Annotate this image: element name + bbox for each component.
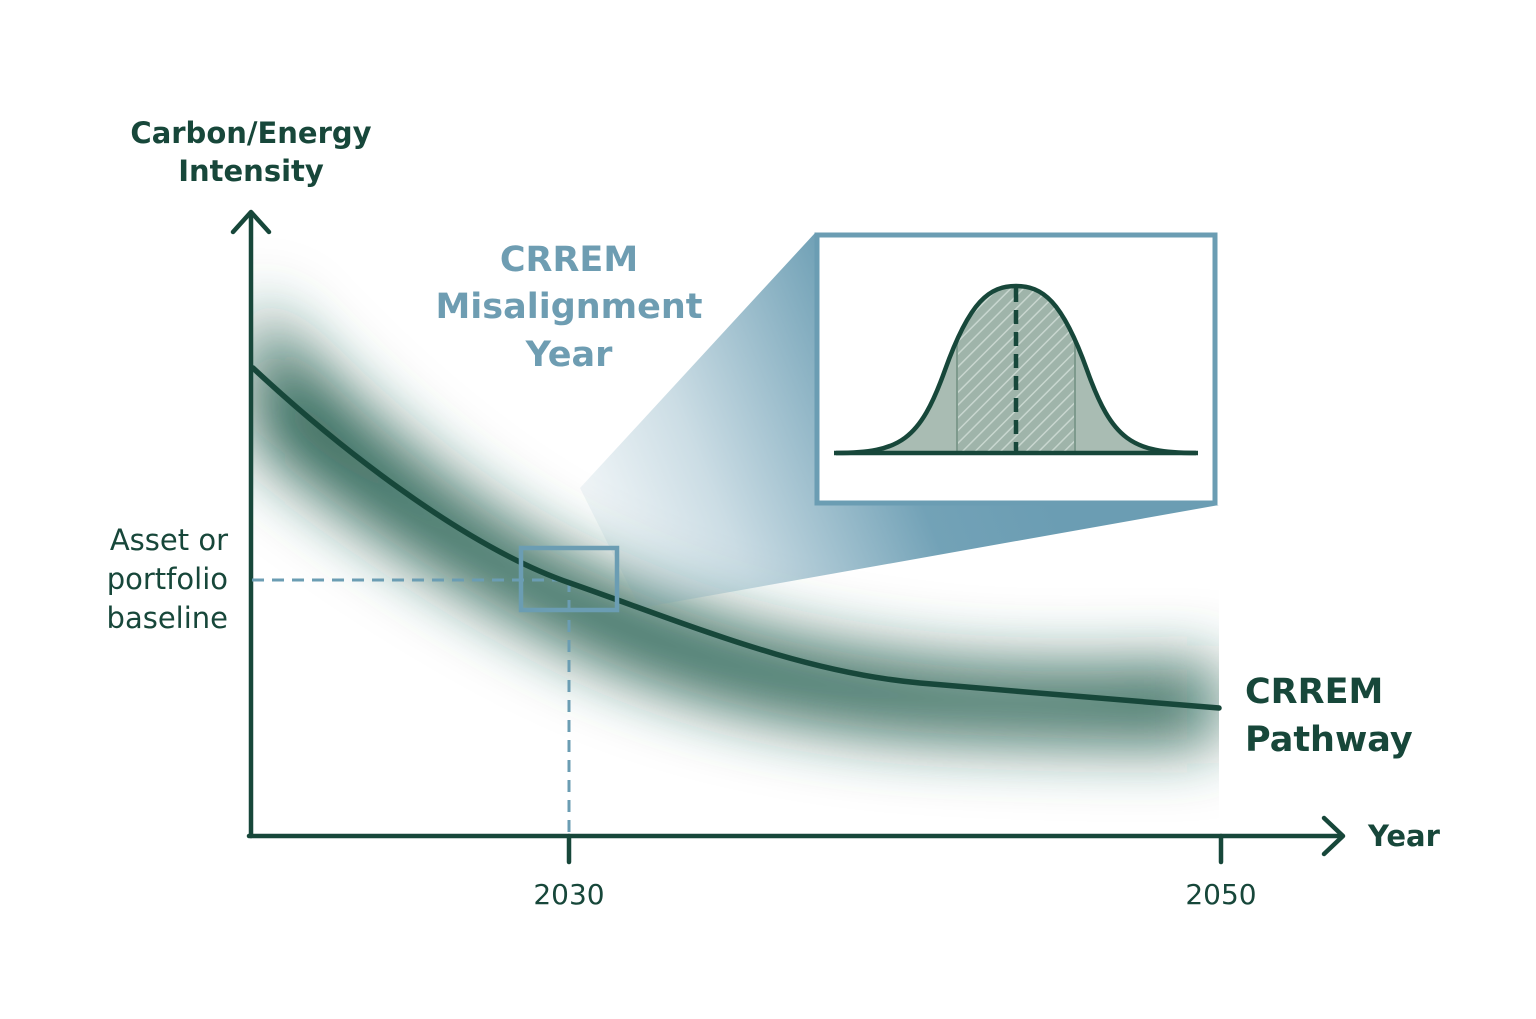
misalignment-title-line3: Year xyxy=(525,335,613,375)
x-tick-label-2050: 2050 xyxy=(1185,878,1256,911)
baseline-label: Asset or portfolio baseline xyxy=(107,523,229,635)
crrem-pathway-line xyxy=(250,365,1222,711)
y-axis-label-line2: Intensity xyxy=(178,154,324,188)
pathway-label-line2: Pathway xyxy=(1245,720,1413,760)
arrow-right-icon xyxy=(1321,815,1346,857)
pathway-label: CRREM Pathway xyxy=(1245,672,1413,760)
zoom-beam xyxy=(580,233,1219,608)
baseline-guides xyxy=(252,578,571,834)
bell-curve-outline xyxy=(835,283,1197,456)
misalignment-title-line2: Misalignment xyxy=(435,287,702,327)
x-tick-label-2030: 2030 xyxy=(533,878,604,911)
zoom-focus-box-icon xyxy=(518,545,620,613)
misalignment-title: CRREM Misalignment Year xyxy=(435,240,702,375)
baseline-label-line2: portfolio xyxy=(107,562,228,596)
pathway-label-line1: CRREM xyxy=(1245,672,1383,712)
baseline-label-line1: Asset or xyxy=(110,523,228,557)
y-axis-label: Carbon/Energy Intensity xyxy=(130,116,371,188)
axes xyxy=(230,209,1346,865)
bell-curve-distribution-icon xyxy=(814,232,1218,506)
y-axis-label-line1: Carbon/Energy xyxy=(130,116,371,150)
band-edge xyxy=(1205,600,1219,800)
x-axis-label: Year xyxy=(1367,819,1441,853)
misalignment-title-line1: CRREM xyxy=(500,240,638,280)
arrow-up-icon xyxy=(230,209,272,235)
baseline-label-line3: baseline xyxy=(107,601,228,635)
